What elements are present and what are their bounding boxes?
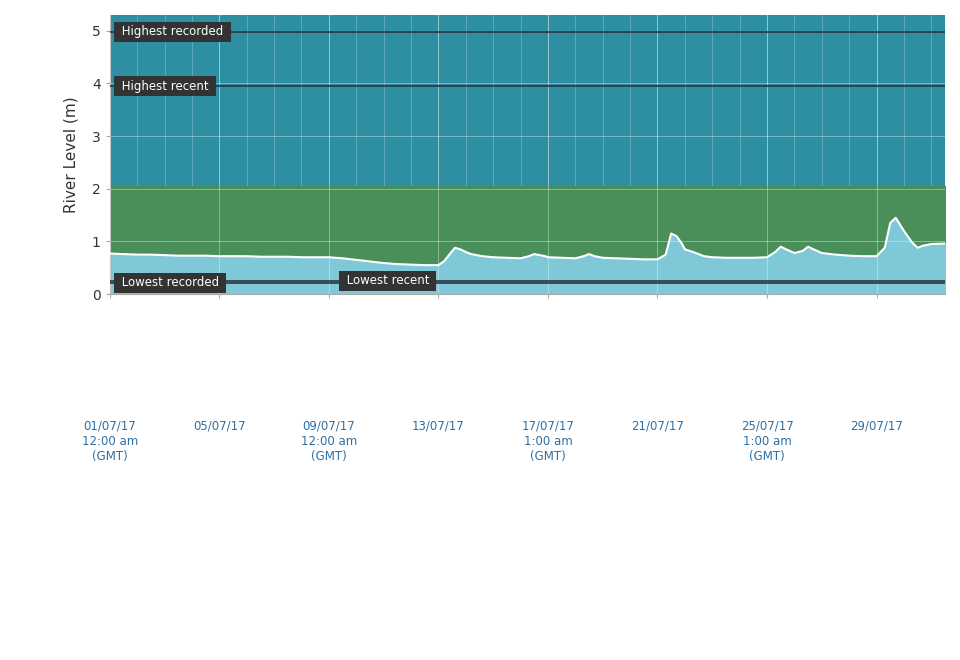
Y-axis label: River Level (m): River Level (m) — [63, 96, 78, 213]
Text: 21/07/17: 21/07/17 — [631, 420, 684, 433]
Text: 09/07/17
12:00 am
(GMT): 09/07/17 12:00 am (GMT) — [300, 420, 357, 463]
Text: 25/07/17
1:00 am
(GMT): 25/07/17 1:00 am (GMT) — [740, 420, 793, 463]
Text: 13/07/17: 13/07/17 — [412, 420, 465, 433]
Text: Highest recent: Highest recent — [118, 80, 212, 92]
Text: Highest recorded: Highest recorded — [118, 25, 227, 38]
Text: 29/07/17: 29/07/17 — [851, 420, 903, 433]
Text: 17/07/17
1:00 am
(GMT): 17/07/17 1:00 am (GMT) — [521, 420, 574, 463]
Text: 01/07/17
12:00 am
(GMT): 01/07/17 12:00 am (GMT) — [82, 420, 138, 463]
Text: Lowest recent: Lowest recent — [343, 274, 433, 287]
Text: 05/07/17: 05/07/17 — [193, 420, 246, 433]
Text: Lowest recorded: Lowest recorded — [118, 277, 223, 289]
